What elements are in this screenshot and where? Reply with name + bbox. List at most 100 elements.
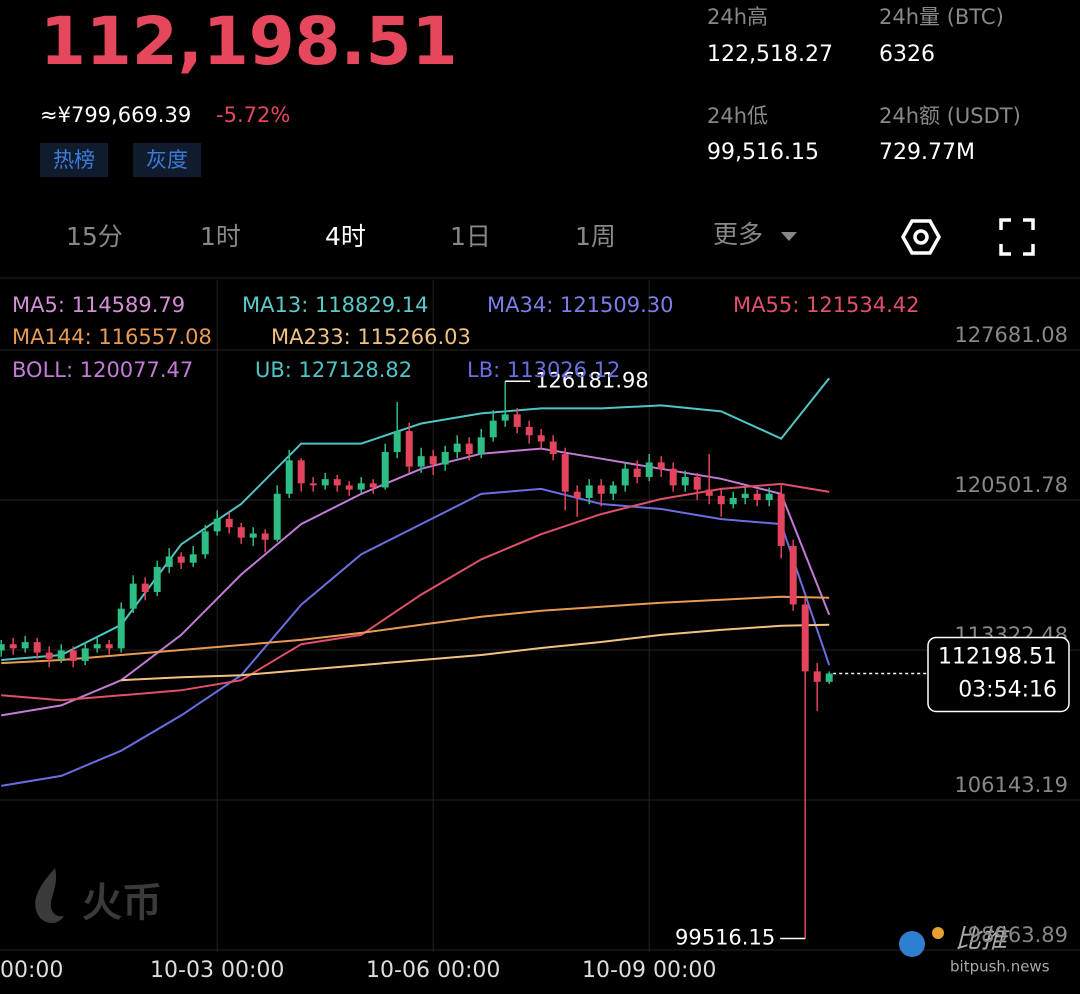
x-tick-label: 10-03 00:00 — [150, 958, 284, 983]
candle-body — [273, 493, 281, 540]
candle-body — [441, 451, 449, 465]
stat-value: 6326 — [879, 42, 935, 67]
candle-body — [129, 583, 137, 609]
candle-body — [621, 468, 629, 486]
candle-body — [549, 441, 557, 455]
watermark: 火币 — [82, 880, 162, 926]
stat-label: 24h低 — [707, 104, 768, 128]
price: 112,198.51 — [40, 3, 458, 80]
stat-label: 24h高 — [707, 5, 768, 29]
candle-body — [357, 483, 365, 490]
tag-bg — [133, 143, 201, 177]
settings-icon[interactable] — [900, 219, 942, 255]
indicator-label: LB: 113026.12 — [467, 358, 620, 382]
cny-price: ≈¥799,669.39 — [40, 103, 191, 127]
y-tick-label: 127681.08 — [954, 323, 1068, 347]
y-tick-label: 98963.89 — [968, 923, 1068, 947]
low-label: 99516.15 — [675, 925, 775, 949]
candle-body — [45, 652, 53, 659]
indicator-label: MA5: 114589.79 — [12, 293, 185, 317]
candle-body — [309, 483, 317, 486]
candle-body — [81, 648, 89, 661]
candle-body — [825, 673, 833, 682]
hexagon-dot — [913, 229, 929, 245]
dropdown-arrow — [781, 232, 797, 241]
candle-body — [117, 608, 125, 649]
tab-active[interactable]: 4时 — [325, 222, 366, 251]
indicator-line — [1, 377, 830, 661]
candle-body — [813, 671, 821, 682]
x-tick-label: 10-09 00:00 — [582, 958, 716, 983]
indicator-label: MA34: 121509.30 — [487, 293, 674, 317]
candle-body — [741, 493, 749, 498]
tab[interactable]: 1周 — [575, 222, 616, 251]
tag-bg — [40, 143, 108, 177]
candle-body — [765, 493, 773, 501]
watermark-logo — [35, 868, 64, 924]
candle-body — [753, 493, 761, 501]
candle-body — [9, 644, 17, 649]
stat-label: 24h额 (USDT) — [879, 104, 1021, 128]
candle-body — [597, 485, 605, 494]
candle-body — [165, 556, 173, 567]
candle-body — [57, 650, 65, 659]
indicator-label: MA144: 116557.08 — [12, 325, 212, 349]
candle-body — [657, 462, 665, 469]
high-label: 126181.98 — [535, 368, 649, 392]
candle-body — [573, 491, 581, 498]
candle-body — [213, 518, 221, 532]
candle-body — [69, 650, 77, 661]
candle-body — [777, 493, 785, 546]
candle-body — [333, 479, 341, 486]
candle-body — [21, 642, 29, 649]
candle-body — [453, 443, 461, 452]
tag[interactable]: 灰度 — [146, 148, 188, 172]
candle-body — [717, 495, 725, 505]
price-tag — [927, 636, 1070, 713]
x-tick-label: 00:00 — [0, 958, 63, 983]
candle-body — [585, 485, 593, 498]
stat-label: 24h量 (BTC) — [879, 5, 1004, 29]
candle-body — [153, 566, 161, 592]
tab[interactable]: 1时 — [200, 222, 241, 251]
tag[interactable]: 热榜 — [53, 148, 95, 172]
y-tick-label: 120501.78 — [954, 473, 1068, 497]
candle-body — [465, 443, 473, 455]
candle-body — [0, 644, 5, 651]
indicator-label: BOLL: 120077.47 — [12, 358, 193, 382]
candle-body — [225, 518, 233, 528]
candle-body — [297, 460, 305, 484]
indicator-label: MA233: 115266.03 — [271, 325, 471, 349]
source-logo — [899, 931, 925, 957]
indicator-label: MA55: 121534.42 — [733, 293, 920, 317]
candle-body — [285, 460, 293, 494]
candle-body — [141, 583, 149, 592]
candle-body — [33, 642, 41, 653]
candle-body — [417, 456, 425, 467]
candle-body — [249, 533, 257, 538]
stat-value: 99,516.15 — [707, 140, 819, 165]
tab[interactable]: 1日 — [450, 222, 491, 251]
tab[interactable]: 更多 — [713, 220, 763, 249]
candle-body — [561, 454, 569, 492]
candle-body — [345, 485, 353, 490]
candle-body — [105, 644, 113, 649]
candle-body — [501, 414, 509, 421]
candle-body — [633, 468, 641, 478]
indicator-line — [121, 623, 830, 682]
candle-body — [525, 426, 533, 436]
candle-body — [705, 489, 713, 496]
price-tag-value: 112198.51 — [938, 644, 1057, 669]
indicator-line — [1, 487, 831, 787]
candle-body — [381, 451, 389, 488]
candle-body — [237, 527, 245, 538]
candle-body — [513, 414, 521, 427]
candle-body — [429, 456, 437, 465]
candle-body — [729, 497, 737, 505]
tab[interactable]: 15分 — [66, 222, 123, 251]
indicator-line — [1, 595, 830, 665]
fullscreen-icon[interactable] — [999, 218, 1035, 256]
candle-body — [369, 483, 377, 488]
